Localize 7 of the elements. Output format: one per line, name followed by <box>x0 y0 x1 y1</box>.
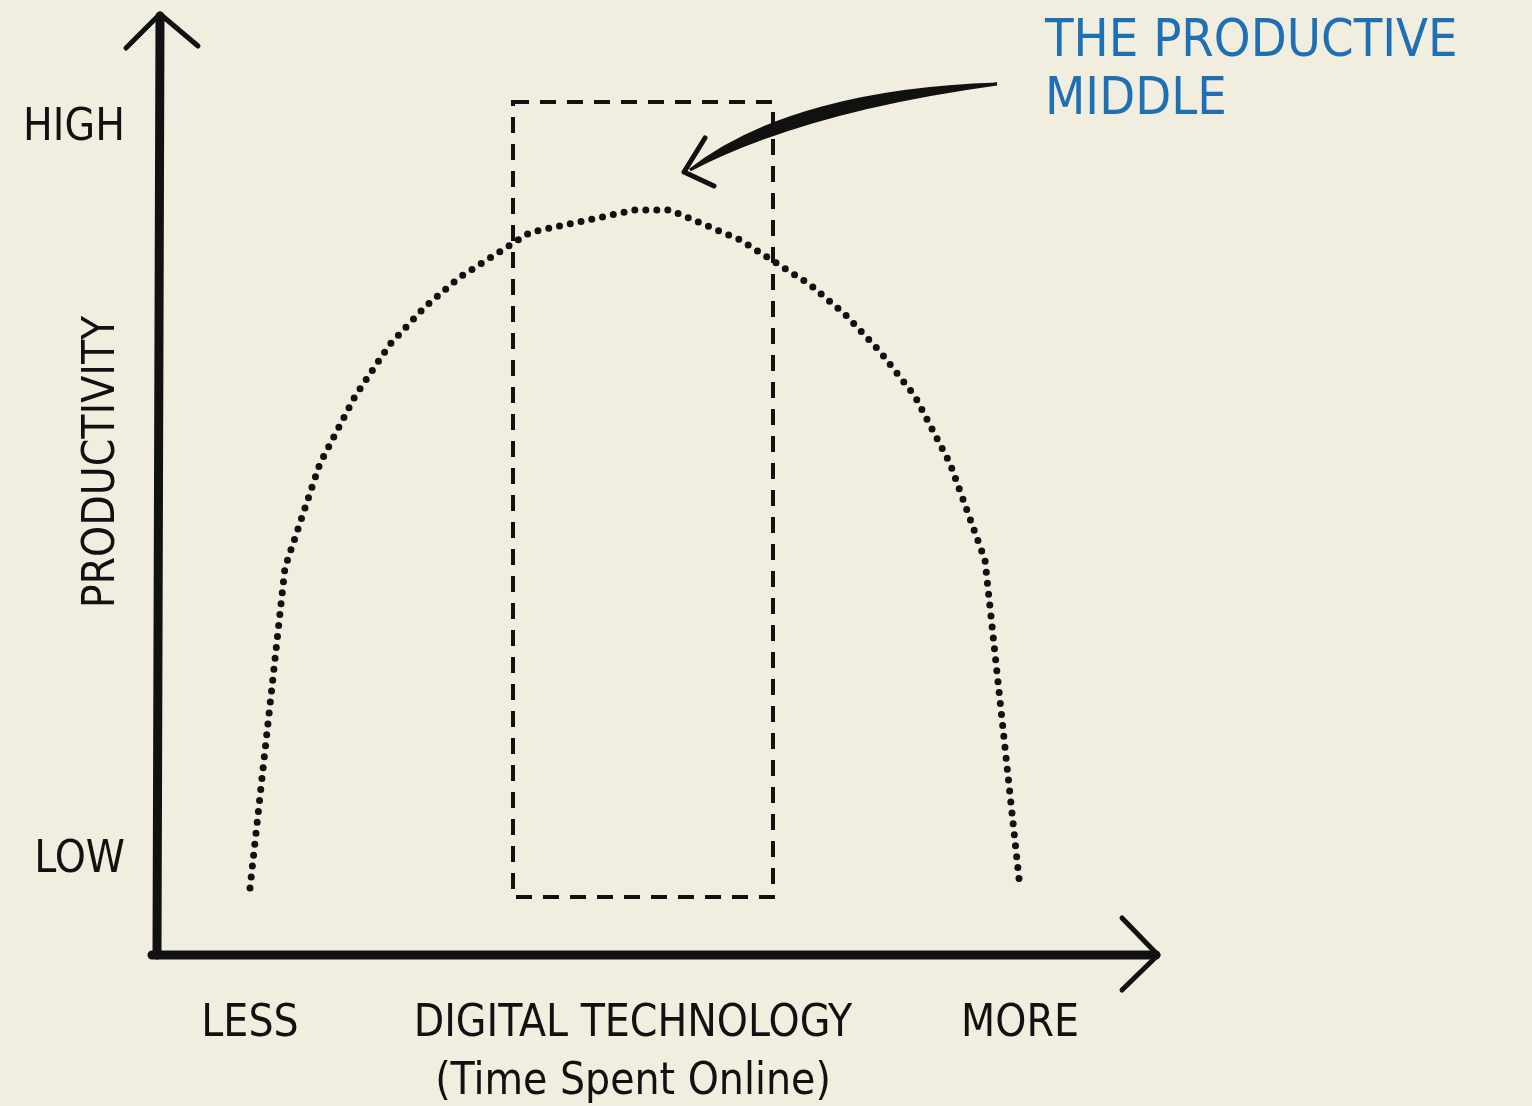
x-tick-label: MORE <box>961 995 1079 1046</box>
text: THE PRODUCTIVE MIDDLE <box>1044 8 1458 126</box>
text: LOW <box>34 831 125 882</box>
x-tick-label: LESS <box>201 995 299 1046</box>
text: HIGH <box>23 99 125 150</box>
y-axis-title: PRODUCTIVITY <box>73 314 124 609</box>
x-axis-title: DIGITAL TECHNOLOGY (Time Spent Online) <box>413 995 854 1104</box>
